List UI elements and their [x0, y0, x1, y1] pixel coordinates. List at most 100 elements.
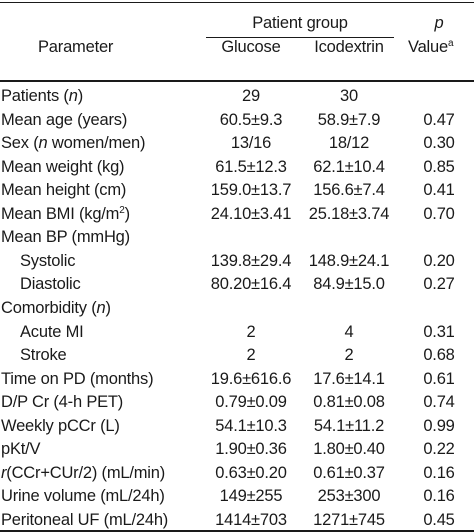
param-text: Mean BMI (kg/m: [1, 205, 120, 223]
row-parameter: Systolic: [20, 251, 75, 271]
glucose-cell: 1.90±0.36: [215, 440, 287, 458]
glucose-cell: 13/16: [230, 134, 272, 152]
p-value-cell: 0.70: [423, 205, 455, 223]
glucose-cell: 24.10±3.41: [210, 205, 292, 223]
value-header-text: Value: [408, 38, 448, 56]
p-value-cell: 0.16: [423, 487, 455, 505]
value-header-footnote: a: [447, 38, 454, 49]
p-value-cell: 0.68: [423, 346, 455, 364]
p-value-cell: 0.20: [423, 252, 455, 270]
row-parameter: Urine volume (mL/24h): [1, 486, 165, 506]
row-parameter: Mean age (years): [1, 110, 127, 130]
glucose-cell: 159.0±13.7: [210, 181, 292, 199]
icodextrin-cell: 0.61±0.37: [313, 464, 385, 482]
p-value-cell: 0.74: [423, 393, 455, 411]
p-value-cell: 0.16: [423, 464, 455, 482]
param-text: Comorbidity (: [1, 299, 97, 317]
p-value-cell: 0.61: [423, 370, 455, 388]
param-text: Stroke: [20, 346, 67, 364]
row-parameter: Peritoneal UF (mL/24h): [1, 510, 168, 530]
param-text: Mean age (years): [1, 111, 128, 129]
icodextrin-cell: 62.1±10.4: [313, 158, 385, 176]
top-rule: [0, 2, 474, 3]
param-italic: r: [1, 464, 7, 482]
glucose-cell: 54.1±10.3: [215, 417, 287, 435]
value-header: Valuea: [408, 37, 454, 57]
icodextrin-cell: 148.9±24.1: [308, 252, 390, 270]
icodextrin-cell: 1271±745: [313, 511, 385, 529]
row-parameter: Sex (n women/men): [1, 133, 145, 153]
icodextrin-cell: 2: [344, 346, 354, 364]
row-parameter: Mean BP (mmHg): [1, 227, 130, 247]
p-value-cell: 0.85: [423, 158, 455, 176]
param-italic: n: [38, 134, 48, 152]
row-parameter: Diastolic: [20, 274, 81, 294]
glucose-cell: 29: [242, 87, 260, 105]
p-value-cell: 0.27: [423, 275, 455, 293]
param-text: ): [124, 205, 131, 223]
group-underline: [206, 37, 394, 38]
icodextrin-cell: 253±300: [317, 487, 381, 505]
glucose-cell: 2: [246, 323, 256, 341]
icodextrin-header: Icodextrin: [314, 38, 384, 56]
parameter-header: Parameter: [38, 38, 114, 56]
param-text: (CCr+CUr/2) (mL/min): [6, 464, 166, 482]
param-text: Weekly pCCr (L): [1, 417, 120, 435]
param-text: Mean weight (kg): [1, 158, 125, 176]
param-italic: n: [96, 299, 106, 317]
row-parameter: Stroke: [20, 345, 67, 365]
icodextrin-cell: 1.80±0.40: [313, 440, 385, 458]
icodextrin-cell: 54.1±11.2: [313, 417, 385, 435]
p-value-cell: 0.30: [423, 134, 455, 152]
glucose-cell: 0.63±0.20: [215, 464, 287, 482]
param-text: Patients (: [1, 87, 69, 105]
p-header: p: [434, 14, 444, 32]
param-text: Mean BP (mmHg): [1, 228, 130, 246]
glucose-cell: 139.8±29.4: [210, 252, 292, 270]
row-parameter: Weekly pCCr (L): [1, 416, 120, 436]
param-text: ): [105, 299, 112, 317]
glucose-cell: 1414±703: [215, 511, 287, 529]
param-text: pKt/V: [1, 440, 41, 458]
param-italic: n: [68, 87, 78, 105]
param-text: Diastolic: [20, 275, 81, 293]
row-parameter: Comorbidity (n): [1, 298, 111, 318]
param-text: D/P Cr (4-h PET): [1, 393, 124, 411]
icodextrin-cell: 4: [344, 323, 354, 341]
glucose-cell: 0.79±0.09: [215, 393, 287, 411]
glucose-cell: 61.5±12.3: [215, 158, 287, 176]
param-text: ): [77, 87, 84, 105]
icodextrin-cell: 25.18±3.74: [308, 205, 390, 223]
param-text: Time on PD (months): [1, 370, 154, 388]
row-parameter: Mean weight (kg): [1, 157, 125, 177]
icodextrin-cell: 18/12: [328, 134, 370, 152]
patient-group-header: Patient group: [252, 14, 348, 32]
param-text: Acute MI: [20, 323, 84, 341]
row-parameter: Time on PD (months): [1, 369, 154, 389]
row-parameter: Acute MI: [20, 322, 84, 342]
p-value-cell: 0.41: [423, 181, 455, 199]
icodextrin-cell: 84.9±15.0: [313, 275, 385, 293]
p-value-cell: 0.99: [423, 417, 455, 435]
glucose-cell: 2: [246, 346, 256, 364]
row-parameter: pKt/V: [1, 439, 41, 459]
param-text: Peritoneal UF (mL/24h): [1, 511, 169, 529]
icodextrin-cell: 156.6±7.4: [313, 181, 385, 199]
row-parameter: Mean BMI (kg/m2): [1, 204, 130, 224]
icodextrin-cell: 30: [340, 87, 358, 105]
param-text: Urine volume (mL/24h): [1, 487, 165, 505]
row-parameter: Patients (n): [1, 86, 83, 106]
param-superscript: 2: [119, 205, 125, 216]
p-value-cell: 0.31: [423, 323, 455, 341]
glucose-cell: 19.6±616.6: [210, 370, 292, 388]
param-text: Systolic: [20, 252, 76, 270]
row-parameter: r(CCr+CUr/2) (mL/min): [1, 463, 165, 483]
header-bottom-rule: [0, 80, 474, 82]
icodextrin-cell: 17.6±14.1: [313, 370, 385, 388]
icodextrin-cell: 0.81±0.08: [313, 393, 385, 411]
bottom-rule: [0, 530, 474, 532]
icodextrin-cell: 58.9±7.9: [317, 111, 381, 129]
p-value-cell: 0.47: [423, 111, 455, 129]
row-parameter: D/P Cr (4-h PET): [1, 392, 123, 412]
